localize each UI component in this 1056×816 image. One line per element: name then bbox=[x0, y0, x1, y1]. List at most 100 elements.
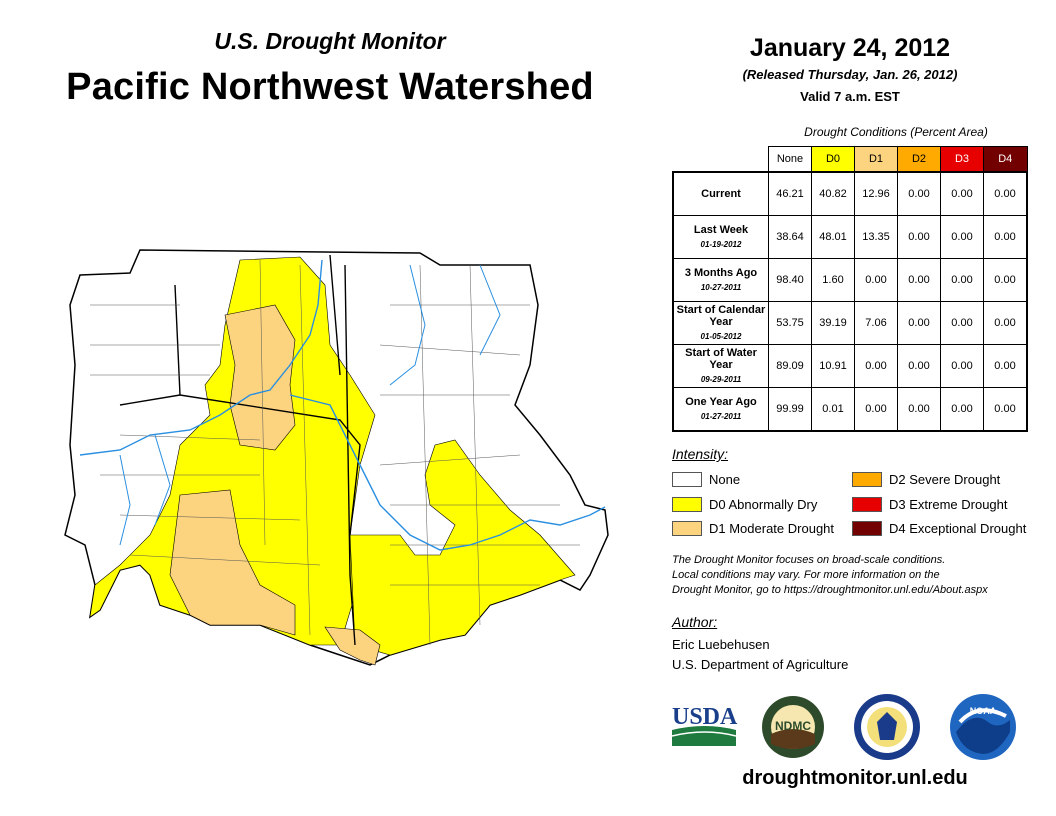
note-line-1: The Drought Monitor focuses on broad-sca… bbox=[672, 554, 946, 566]
ndmc-logo-text: NDMC bbox=[775, 719, 811, 733]
table-corner bbox=[673, 147, 769, 173]
author-title: Author: bbox=[672, 614, 718, 630]
website-link[interactable]: droughtmonitor.unl.edu bbox=[742, 767, 968, 789]
disclaimer-note: The Drought Monitor focuses on broad-sca… bbox=[672, 553, 1032, 598]
legend-swatch bbox=[852, 497, 882, 512]
cell-none: 46.21 bbox=[768, 171, 812, 216]
row-label-text: Last Week bbox=[693, 223, 749, 236]
legend-label: None bbox=[709, 472, 741, 487]
row-label-text: Start of Water Year bbox=[685, 346, 757, 371]
table-row: Start of Water Year 09-29-2011 89.09 10.91 0… bbox=[672, 344, 1028, 388]
cell-d2: 0.00 bbox=[897, 301, 941, 345]
valid-time: Valid 7 a.m. EST bbox=[800, 89, 900, 104]
legend-swatch bbox=[672, 521, 702, 536]
legend-label: D3 Extreme Drought bbox=[889, 497, 1008, 512]
cell-d1: 0.00 bbox=[854, 258, 898, 302]
table-caption: Drought Conditions (Percent Area) bbox=[804, 125, 988, 139]
table-row: One Year Ago 01-27-2011 99.99 0.01 0.00 0.00 0… bbox=[672, 387, 1028, 432]
cell-d4: 0.00 bbox=[983, 387, 1028, 432]
row-label-text: Current bbox=[701, 188, 741, 200]
cell-d1: 7.06 bbox=[854, 301, 898, 345]
legend-swatch bbox=[672, 497, 702, 512]
region-d0-west bbox=[89, 256, 376, 646]
ndmc-logo-icon: NDMC bbox=[762, 696, 824, 758]
col-d0: D0 bbox=[811, 146, 855, 173]
legend-title: Intensity: bbox=[672, 446, 729, 462]
table-row: Current 46.21 40.82 12.96 0.00 0.00 0.00 bbox=[672, 171, 1028, 216]
col-d3: D3 bbox=[940, 146, 984, 173]
col-none: None bbox=[768, 146, 812, 173]
cell-d0: 1.60 bbox=[811, 258, 855, 302]
row-label: Last Week 01-19-2012 bbox=[672, 215, 769, 259]
doc-seal-icon bbox=[854, 694, 920, 760]
region-d1-southeast bbox=[324, 626, 381, 666]
cell-d1: 0.00 bbox=[854, 344, 898, 388]
cell-d4: 0.00 bbox=[983, 215, 1028, 259]
county-lines bbox=[90, 259, 580, 646]
boundary-lines bbox=[119, 254, 361, 646]
river-snake bbox=[289, 394, 606, 551]
river-tributary bbox=[119, 264, 501, 546]
row-label: Start of Calendar Year 01-05-2012 bbox=[672, 301, 769, 345]
row-date: 01-27-2011 bbox=[700, 411, 742, 421]
row-date: 10-27-2011 bbox=[700, 282, 742, 292]
row-label-text: Start of Calendar Year bbox=[676, 303, 766, 328]
table-header-row: None D0 D1 D2 D3 D4 bbox=[673, 146, 1028, 173]
legend-item: D2 Severe Drought bbox=[852, 472, 1000, 487]
legend-label: D4 Exceptional Drought bbox=[889, 521, 1027, 536]
cell-d4: 0.00 bbox=[983, 344, 1028, 388]
cell-d3: 0.00 bbox=[940, 344, 984, 388]
cell-d3: 0.00 bbox=[940, 387, 984, 432]
cell-none: 53.75 bbox=[768, 301, 812, 345]
usda-logo-icon: USDA bbox=[671, 704, 738, 746]
col-d1: D1 bbox=[854, 146, 898, 173]
table-row: Last Week 01-19-2012 38.64 48.01 13.35 0.00 0.… bbox=[672, 215, 1028, 259]
note-line-2: Local conditions may vary. For more info… bbox=[672, 569, 940, 581]
legend-item: D0 Abnormally Dry bbox=[672, 497, 817, 512]
cell-d1: 0.00 bbox=[854, 387, 898, 432]
row-label: One Year Ago 01-27-2011 bbox=[672, 387, 769, 432]
legend-swatch bbox=[852, 521, 882, 536]
legend-label: D2 Severe Drought bbox=[889, 472, 1001, 487]
region-title: Pacific Northwest Watershed bbox=[66, 66, 594, 108]
legend-label: D0 Abnormally Dry bbox=[709, 497, 818, 512]
note-line-3: Drought Monitor, go to https://droughtmo… bbox=[672, 584, 988, 596]
cell-d4: 0.00 bbox=[983, 301, 1028, 345]
cell-d3: 0.00 bbox=[940, 258, 984, 302]
release-date: (Released Thursday, Jan. 26, 2012) bbox=[742, 67, 958, 82]
col-d2: D2 bbox=[897, 146, 941, 173]
row-label: Current bbox=[672, 171, 769, 216]
watershed-map bbox=[64, 249, 609, 666]
noaa-logo-text: NOAA bbox=[970, 706, 997, 716]
row-label-text: One Year Ago bbox=[685, 395, 757, 408]
legend-swatch bbox=[672, 472, 702, 487]
drought-conditions-table: None D0 D1 D2 D3 D4 Current 46.21 40.82 12.… bbox=[672, 146, 1028, 432]
row-date: 01-05-2012 bbox=[700, 331, 742, 341]
cell-d2: 0.00 bbox=[897, 215, 941, 259]
row-label: 3 Months Ago 10-27-2011 bbox=[672, 258, 769, 302]
legend-item: D4 Exceptional Drought bbox=[852, 521, 1026, 536]
cell-d0: 39.19 bbox=[811, 301, 855, 345]
cell-d0: 0.01 bbox=[811, 387, 855, 432]
legend-label: D1 Moderate Drought bbox=[709, 521, 835, 536]
table-row: Start of Calendar Year 01-05-2012 53.75 39.… bbox=[672, 301, 1028, 345]
cell-d4: 0.00 bbox=[983, 258, 1028, 302]
noaa-logo-icon: NOAA bbox=[950, 694, 1016, 760]
cell-d0: 40.82 bbox=[811, 171, 855, 216]
legend-item: None bbox=[672, 472, 740, 487]
legend-item: D1 Moderate Drought bbox=[672, 521, 834, 536]
map-date: January 24, 2012 bbox=[749, 34, 951, 62]
cell-none: 89.09 bbox=[768, 344, 812, 388]
cell-d0: 48.01 bbox=[811, 215, 855, 259]
row-label: Start of Water Year 09-29-2011 bbox=[672, 344, 769, 388]
author-org: U.S. Department of Agriculture bbox=[672, 657, 849, 672]
cell-d4: 0.00 bbox=[983, 171, 1028, 216]
river-columbia bbox=[79, 259, 323, 456]
cell-d0: 10.91 bbox=[811, 344, 855, 388]
row-date: 01-19-2012 bbox=[700, 239, 742, 249]
cell-none: 99.99 bbox=[768, 387, 812, 432]
legend-item: D3 Extreme Drought bbox=[852, 497, 1008, 512]
cell-d2: 0.00 bbox=[897, 171, 941, 216]
cell-d2: 0.00 bbox=[897, 258, 941, 302]
region-d1-south bbox=[169, 489, 296, 636]
